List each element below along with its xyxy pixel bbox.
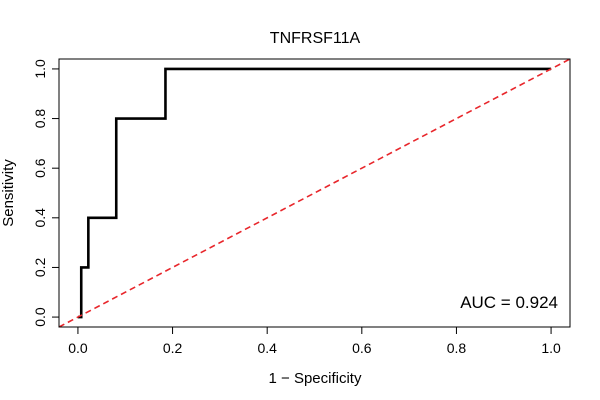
roc-curve: [77, 67, 552, 319]
reference-diagonal: [59, 59, 570, 327]
plot-area: [59, 59, 570, 327]
chart-title: TNFRSF11A: [270, 30, 361, 47]
y-axis-label: Sensitivity: [0, 159, 17, 227]
y-tick-label: 0.2: [32, 258, 48, 278]
x-axis: 0.0 0.2 0.4 0.6 0.8 1.0: [68, 326, 561, 356]
x-tick-label: 0.4: [257, 340, 277, 356]
y-tick-label: 0.4: [32, 208, 48, 228]
x-axis-label: 1 − Specificity: [269, 370, 362, 387]
x-tick-label: 0.8: [447, 340, 467, 356]
x-tick-label: 0.2: [163, 340, 183, 356]
x-tick-label: 0.6: [352, 340, 372, 356]
x-tick-label: 1.0: [541, 340, 561, 356]
x-tick-label: 0.0: [68, 340, 88, 356]
y-tick-label: 0.6: [32, 158, 48, 178]
y-axis: 0.0 0.2 0.4 0.6 0.8 1.0: [32, 59, 60, 327]
auc-annotation: AUC = 0.924: [460, 293, 558, 312]
y-tick-label: 0.0: [32, 307, 48, 327]
y-tick-label: 0.8: [32, 109, 48, 129]
y-tick-label: 1.0: [32, 59, 48, 79]
